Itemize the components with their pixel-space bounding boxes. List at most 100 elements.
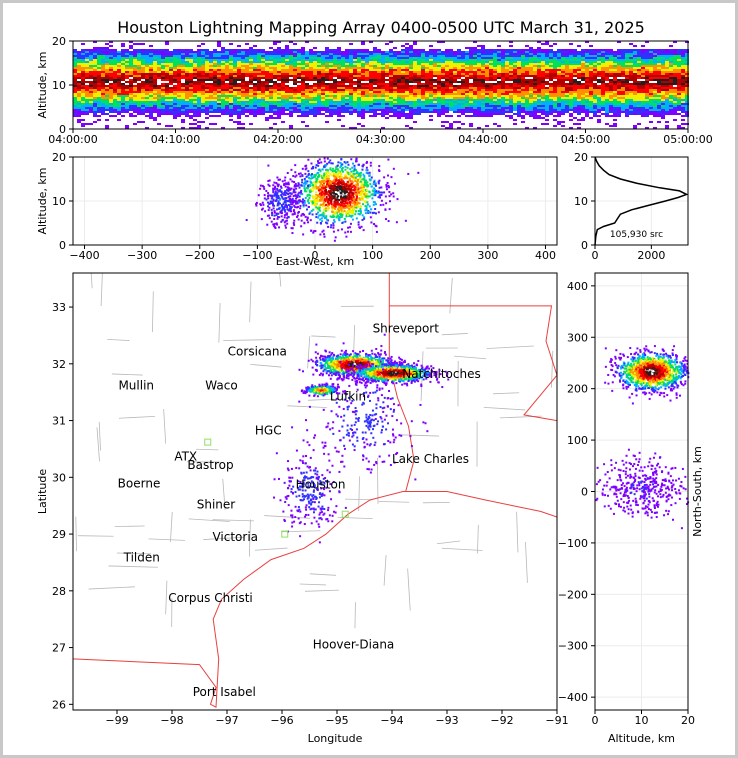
source-density-cell	[341, 61, 345, 63]
source-density-cell	[93, 81, 97, 83]
source-density-cell	[349, 67, 353, 69]
source-density-cell	[317, 95, 321, 97]
source-density-cell	[113, 111, 117, 113]
source-density-cell	[197, 71, 201, 73]
source-density-cell	[417, 109, 421, 111]
source-density-cell	[281, 69, 285, 71]
source-density-cell	[597, 115, 601, 117]
source-density-cell	[73, 109, 77, 111]
source-density-cell	[461, 91, 465, 93]
source-density-cell	[545, 71, 549, 73]
source-density-cell	[421, 85, 425, 87]
source-density-cell	[561, 55, 565, 57]
source-density-cell	[561, 59, 565, 61]
source-density-cell	[621, 59, 625, 61]
source-density-cell	[181, 73, 185, 75]
source-density-cell	[413, 75, 417, 77]
source-density-cell	[249, 49, 253, 51]
source-density-cell	[349, 95, 353, 97]
source-density-cell	[381, 71, 385, 73]
source-density-cell	[601, 75, 605, 77]
source-density-cell	[325, 73, 329, 75]
source-density-cell	[341, 75, 345, 77]
source-density-cell	[549, 49, 553, 51]
source-density-cell	[557, 77, 561, 79]
source-density-cell	[89, 53, 93, 55]
source-density-cell	[433, 95, 437, 97]
source-density-cell	[501, 87, 505, 89]
source-density-cell	[473, 77, 477, 79]
source-density-cell	[269, 103, 273, 105]
source-density-cell	[313, 107, 317, 109]
source-density-cell	[597, 49, 601, 51]
source-density-cell	[301, 53, 305, 55]
source-density-cell	[117, 69, 121, 71]
source-density-cell	[529, 69, 533, 71]
source-density-cell	[325, 103, 329, 105]
source-density-cell	[145, 65, 149, 67]
source-density-cell	[241, 127, 245, 129]
source-density-cell	[469, 59, 473, 61]
source-density-cell	[645, 127, 649, 129]
source-density-cell	[93, 77, 97, 79]
source-density-cell	[189, 101, 193, 103]
source-density-cell	[393, 71, 397, 73]
source-density-cell	[445, 57, 449, 59]
source-density-cell	[593, 51, 597, 53]
source-density-cell	[393, 89, 397, 91]
source-density-cell	[305, 53, 309, 55]
source-density-cell	[405, 99, 409, 101]
source-density-cell	[557, 81, 561, 83]
source-density-cell	[153, 57, 157, 59]
source-density-cell	[253, 93, 257, 95]
source-density-cell	[273, 79, 277, 81]
source-density-cell	[425, 77, 429, 79]
source-density-cell	[605, 79, 609, 81]
source-density-cell	[153, 105, 157, 107]
source-density-cell	[173, 95, 177, 97]
source-density-cell	[441, 97, 445, 99]
source-density-cell	[509, 115, 513, 117]
source-density-cell	[521, 57, 525, 59]
source-density-cell	[629, 61, 633, 63]
source-density-cell	[453, 99, 457, 101]
source-density-cell	[405, 79, 409, 81]
source-density-cell	[85, 59, 89, 61]
source-density-cell	[581, 83, 585, 85]
source-density-cell	[401, 103, 405, 105]
source-density-cell	[277, 65, 281, 67]
source-density-cell	[401, 59, 405, 61]
source-density-cell	[113, 89, 117, 91]
source-density-cell	[521, 73, 525, 75]
source-density-cell	[105, 81, 109, 83]
source-density-cell	[441, 105, 445, 107]
source-density-cell	[373, 93, 377, 95]
source-density-cell	[637, 77, 641, 79]
source-density-cell	[537, 59, 541, 61]
source-density-cell	[281, 83, 285, 85]
source-density-cell	[321, 69, 325, 71]
source-density-cell	[585, 49, 589, 51]
source-density-cell	[73, 107, 77, 109]
source-density-cell	[601, 91, 605, 93]
source-density-cell	[141, 103, 145, 105]
source-density-cell	[169, 87, 173, 89]
source-density-cell	[449, 59, 453, 61]
source-density-cell	[525, 113, 529, 115]
source-density-cell	[113, 61, 117, 63]
source-density-cell	[409, 67, 413, 69]
source-density-cell	[233, 89, 237, 91]
source-density-cell	[261, 71, 265, 73]
source-density-cell	[525, 101, 529, 103]
source-density-cell	[161, 113, 165, 115]
source-density-cell	[645, 75, 649, 77]
source-density-cell	[217, 81, 221, 83]
source-density-cell	[421, 99, 425, 101]
source-density-cell	[341, 125, 345, 127]
source-density-cell	[477, 59, 481, 61]
source-density-cell	[173, 83, 177, 85]
source-density-cell	[581, 93, 585, 95]
source-density-cell	[497, 105, 501, 107]
source-density-cell	[297, 105, 301, 107]
source-density-cell	[229, 69, 233, 71]
